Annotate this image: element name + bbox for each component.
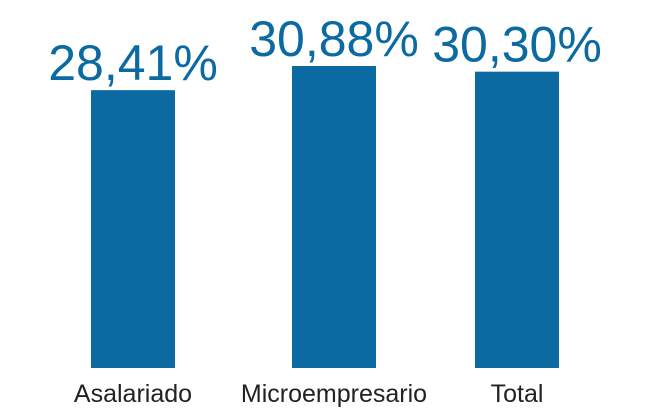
bar-total (475, 71, 559, 369)
value-label-total: 30,30% (432, 17, 602, 73)
category-label-microempresario: Microempresario (241, 380, 427, 408)
bar-microempresario (292, 66, 376, 368)
bar-asalariado (91, 90, 175, 368)
category-label-total: Total (491, 380, 544, 408)
category-label-asalariado: Asalariado (74, 380, 192, 408)
value-label-microempresario: 30,88% (249, 11, 419, 67)
value-label-asalariado: 28,41% (48, 35, 218, 91)
